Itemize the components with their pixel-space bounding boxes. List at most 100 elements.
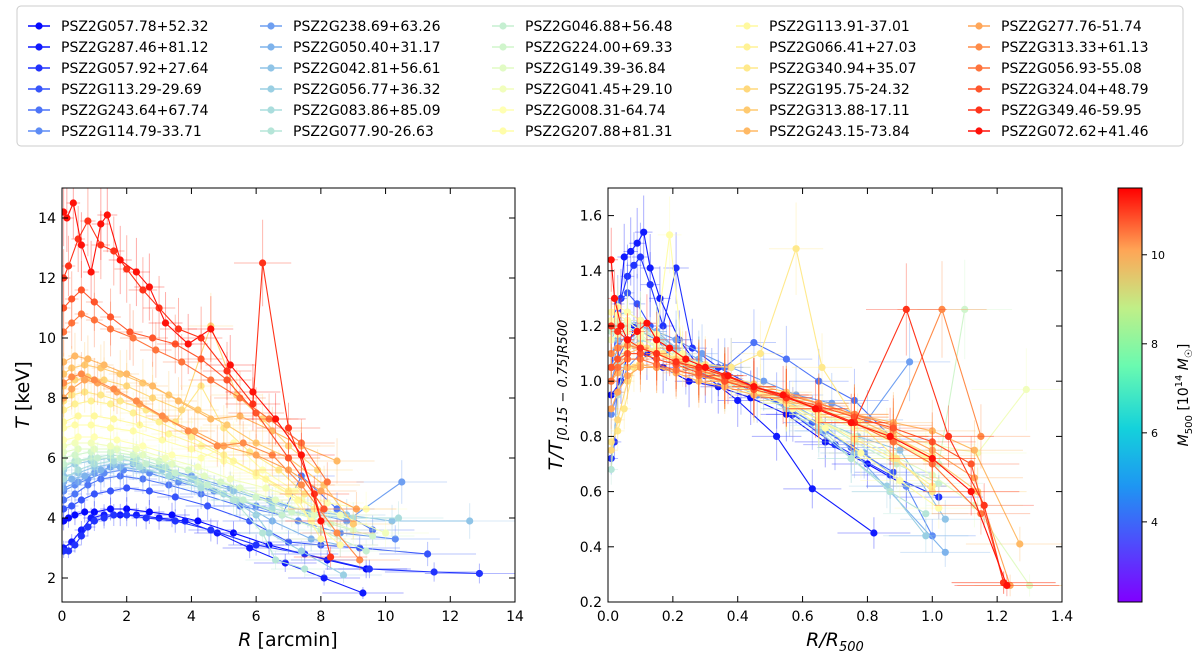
colorbar-tick-label: 6: [1151, 427, 1158, 440]
left-point: [158, 412, 166, 420]
legend-marker: [743, 43, 751, 51]
right-point: [623, 350, 632, 358]
left-point: [239, 496, 247, 504]
left-point: [62, 436, 68, 444]
left-point: [187, 445, 195, 453]
left-point: [220, 451, 228, 459]
left-point: [213, 442, 221, 450]
left-point: [110, 457, 118, 465]
right-point: [695, 355, 703, 363]
left-point: [106, 505, 115, 513]
right-point: [646, 264, 654, 272]
right-point: [750, 339, 758, 347]
left-point: [310, 511, 318, 519]
left-point: [236, 412, 244, 420]
left-point: [323, 499, 331, 507]
left-point: [466, 517, 474, 525]
left-point: [272, 415, 280, 423]
left-point: [171, 469, 179, 477]
left-point: [171, 340, 179, 348]
legend-entry-label: PSZ2G149.39-36.84: [525, 61, 666, 77]
right-point: [847, 419, 855, 427]
left-point: [349, 526, 357, 534]
right-point: [636, 316, 645, 325]
right-point: [970, 446, 979, 454]
left-point: [84, 217, 92, 225]
left-point: [62, 460, 68, 468]
right-point: [614, 344, 622, 352]
right-series: [608, 262, 933, 497]
left-point: [207, 376, 215, 384]
left-point: [145, 487, 153, 495]
right-point: [640, 228, 648, 236]
left-point: [149, 382, 157, 390]
left-point: [252, 451, 260, 459]
left-series-line: [63, 201, 322, 522]
right-point: [734, 396, 742, 405]
left-point: [327, 553, 335, 561]
right-y-label-sub: [0.15 − 0.75]R500: [556, 320, 571, 441]
right-point: [928, 482, 936, 490]
left-point: [317, 535, 325, 543]
legend-marker: [267, 22, 275, 30]
left-point: [123, 511, 131, 519]
right-point: [893, 454, 901, 463]
right-point: [695, 369, 703, 377]
left-point: [284, 487, 293, 495]
legend-marker: [499, 22, 507, 30]
left-point: [365, 565, 373, 573]
right-point: [617, 294, 625, 302]
left-xtick-label: 14: [506, 609, 524, 625]
right-point: [857, 449, 865, 457]
right-point: [659, 322, 667, 330]
left-point: [81, 388, 89, 396]
left-point: [123, 505, 131, 513]
left-point: [90, 316, 98, 324]
left-point: [152, 346, 160, 354]
right-xtick-label: 0.8: [856, 609, 878, 625]
left-point: [288, 508, 296, 516]
left-series: [62, 419, 408, 527]
right-point: [977, 432, 985, 440]
left-point: [62, 484, 68, 492]
left-point: [123, 382, 131, 390]
left-point: [259, 466, 267, 474]
legend-marker: [35, 106, 43, 114]
left-point: [333, 529, 341, 537]
right-point: [760, 377, 768, 385]
left-point: [339, 571, 348, 579]
right-point: [608, 465, 615, 474]
legend-marker: [35, 85, 43, 93]
right-point: [850, 449, 859, 457]
left-point: [84, 355, 92, 363]
right-point: [627, 247, 635, 256]
right-data-layer: [608, 195, 1062, 597]
left-point: [317, 541, 325, 549]
legend-marker: [743, 106, 751, 114]
right-ytick-label: 0.2: [580, 595, 602, 611]
legend-entry-label: PSZ2G313.33+61.13: [1001, 40, 1148, 56]
legend-marker: [743, 85, 751, 93]
right-point: [672, 366, 680, 374]
left-series: [62, 503, 515, 584]
left-point: [207, 415, 215, 423]
left-panel: 0 2 4 6 8 10 12 14 2 4 6 8 10 12 14 R [arcmin] T [keV]: [12, 187, 524, 651]
left-point: [220, 442, 228, 450]
right-point: [614, 388, 622, 396]
left-point: [62, 379, 68, 387]
left-point: [223, 367, 231, 375]
right-point: [672, 336, 680, 344]
left-point: [84, 481, 92, 489]
right-point: [633, 327, 641, 336]
right-point: [782, 410, 791, 418]
legend-entry-label: PSZ2G114.79-33.71: [61, 124, 202, 140]
right-point: [614, 311, 622, 319]
left-point: [168, 451, 176, 459]
right-ytick-label: 1.2: [580, 319, 602, 335]
right-point: [623, 308, 632, 316]
right-point: [672, 358, 680, 366]
right-point: [928, 446, 936, 454]
left-point: [229, 529, 238, 537]
left-point: [81, 376, 89, 384]
left-point: [161, 454, 170, 462]
